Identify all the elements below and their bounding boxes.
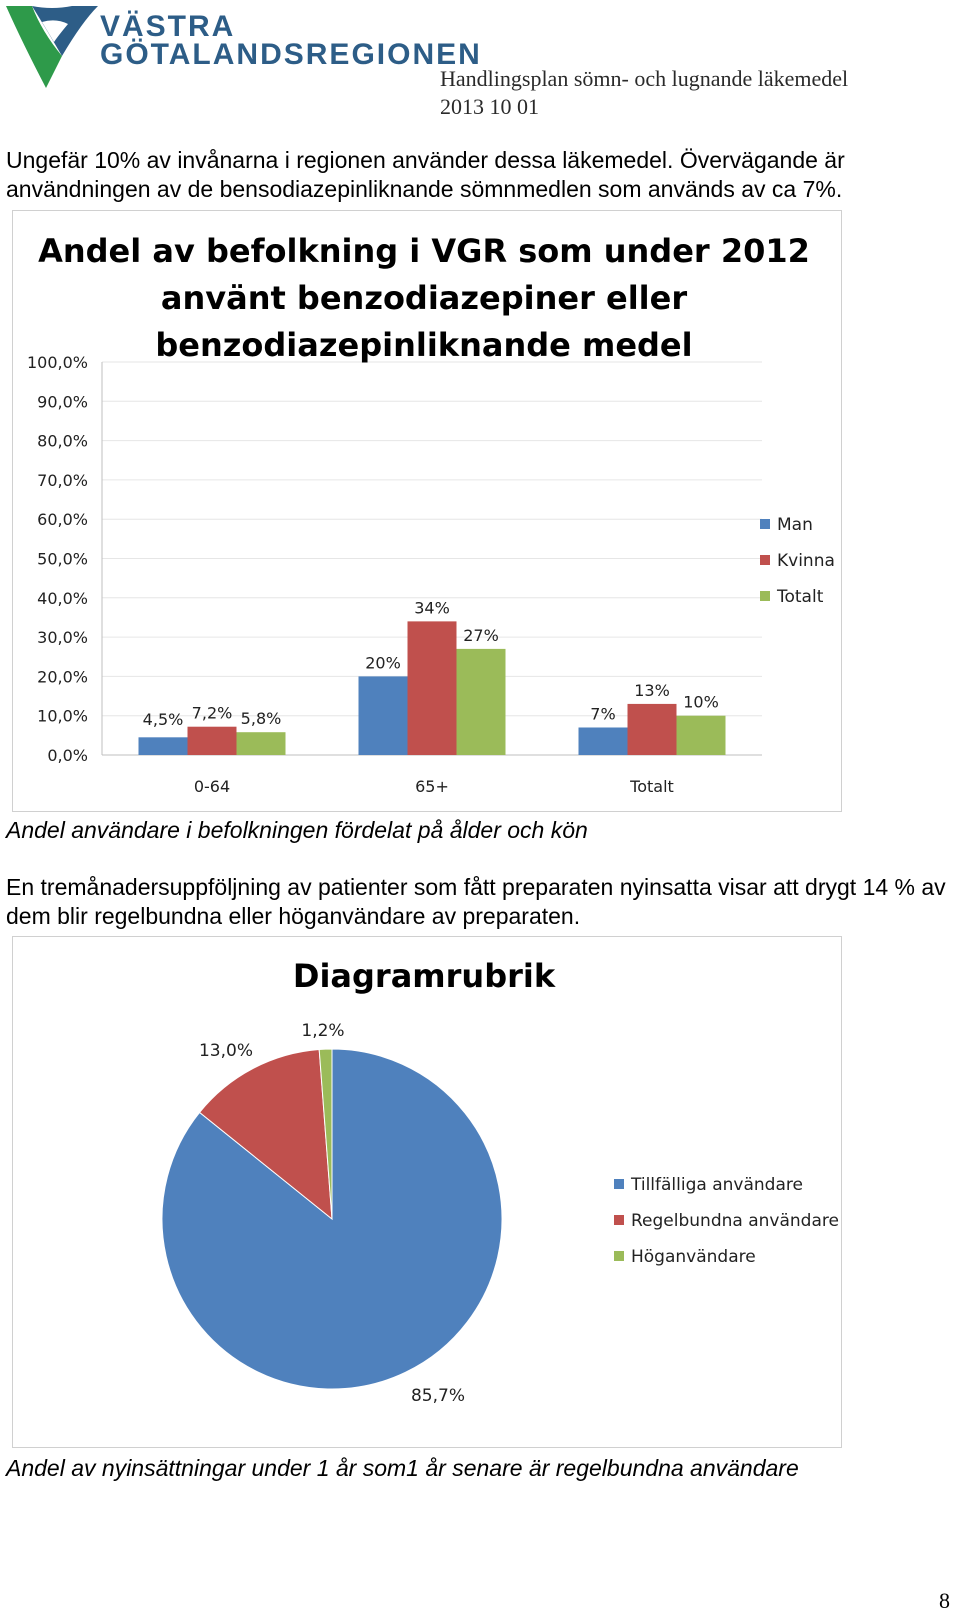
- chart-title-line: benzodiazepinliknande medel: [155, 326, 692, 364]
- y-tick-label: 100,0%: [27, 353, 88, 372]
- pie-slice: [198, 1048, 333, 1221]
- data-label: 7,2%: [192, 704, 233, 723]
- y-tick-label: 20,0%: [37, 667, 88, 686]
- y-tick-label: 10,0%: [37, 707, 88, 726]
- bar-chart-caption: Andel användare i befolkningen fördelat …: [6, 817, 588, 843]
- legend-label: Kvinna: [777, 551, 835, 571]
- x-tick-label: 65+: [415, 777, 449, 796]
- y-tick-label: 70,0%: [37, 471, 88, 490]
- bar-kvinna: [627, 703, 677, 755]
- bar-man: [578, 727, 628, 755]
- pie-chart-caption: Andel av nyinsättningar under 1 år som1 …: [6, 1455, 799, 1481]
- data-label: 5,8%: [241, 709, 282, 728]
- x-tick-label: 0-64: [194, 777, 230, 796]
- org-name-line2: GÖTALANDSREGIONEN: [100, 38, 482, 71]
- legend-swatch: [614, 1179, 624, 1189]
- data-label: 7%: [590, 704, 615, 723]
- legend-swatch: [760, 591, 770, 601]
- y-tick-label: 90,0%: [37, 392, 88, 411]
- legend-swatch: [614, 1251, 624, 1261]
- x-tick-label: Totalt: [629, 777, 674, 796]
- pie-slice: [318, 1048, 333, 1220]
- org-name-line1: VÄSTRA: [100, 10, 236, 43]
- pie-chart: Diagramrubrik 85,7% 13,0% 1,2% Tillfälliga a…: [161, 957, 839, 1406]
- data-label: 20%: [365, 653, 401, 672]
- legend-swatch: [760, 555, 770, 565]
- y-tick-label: 50,0%: [37, 550, 88, 569]
- legend-label: Totalt: [776, 587, 824, 607]
- bar-totalt: [236, 732, 286, 755]
- pie-data-label: 85,7%: [411, 1386, 465, 1406]
- followup-paragraph: En tremånadersuppföljning av patienter s…: [6, 874, 946, 929]
- bar-man: [358, 676, 408, 755]
- bar-man: [138, 737, 188, 755]
- logo-icon: [6, 6, 98, 88]
- document-title: Handlingsplan sömn- och lugnande läkemed…: [440, 66, 849, 91]
- bar-kvinna: [407, 621, 457, 755]
- bar-chart: 0,0% 10,0% 20,0% 30,0% 40,0% 50,0% 60,0% 70,0% 8…: [27, 232, 835, 796]
- bar-kvinna: [187, 726, 237, 755]
- data-label: 10%: [683, 693, 719, 712]
- pie-data-label: 1,2%: [301, 1021, 344, 1041]
- chart-title-line: använt benzodiazepiner eller: [161, 279, 687, 317]
- intro-paragraph: Ungefär 10% av invånarna i regionen anvä…: [6, 147, 845, 202]
- legend-label: Man: [777, 515, 813, 535]
- data-label: 27%: [463, 626, 499, 645]
- data-label: 4,5%: [143, 710, 184, 729]
- bar-totalt: [676, 715, 726, 755]
- data-label: 13%: [634, 681, 670, 700]
- y-tick-label: 30,0%: [37, 628, 88, 647]
- legend-swatch: [760, 519, 770, 529]
- bar-totalt: [456, 648, 506, 755]
- legend-label: Regelbundna användare: [631, 1211, 839, 1231]
- pie-title: Diagramrubrik: [293, 957, 556, 995]
- y-tick-label: 80,0%: [37, 432, 88, 451]
- pie-data-label: 13,0%: [199, 1041, 253, 1061]
- y-tick-label: 0,0%: [47, 746, 88, 765]
- page-number: 8: [939, 1588, 950, 1613]
- document-date: 2013 10 01: [440, 94, 539, 119]
- y-tick-label: 40,0%: [37, 589, 88, 608]
- data-label: 34%: [414, 598, 450, 617]
- legend-swatch: [614, 1215, 624, 1225]
- legend-label: Tillfälliga användare: [630, 1175, 803, 1195]
- y-tick-label: 60,0%: [37, 510, 88, 529]
- legend-label: Höganvändare: [631, 1247, 756, 1267]
- chart-title-line: Andel av befolkning i VGR som under 2012: [38, 232, 810, 270]
